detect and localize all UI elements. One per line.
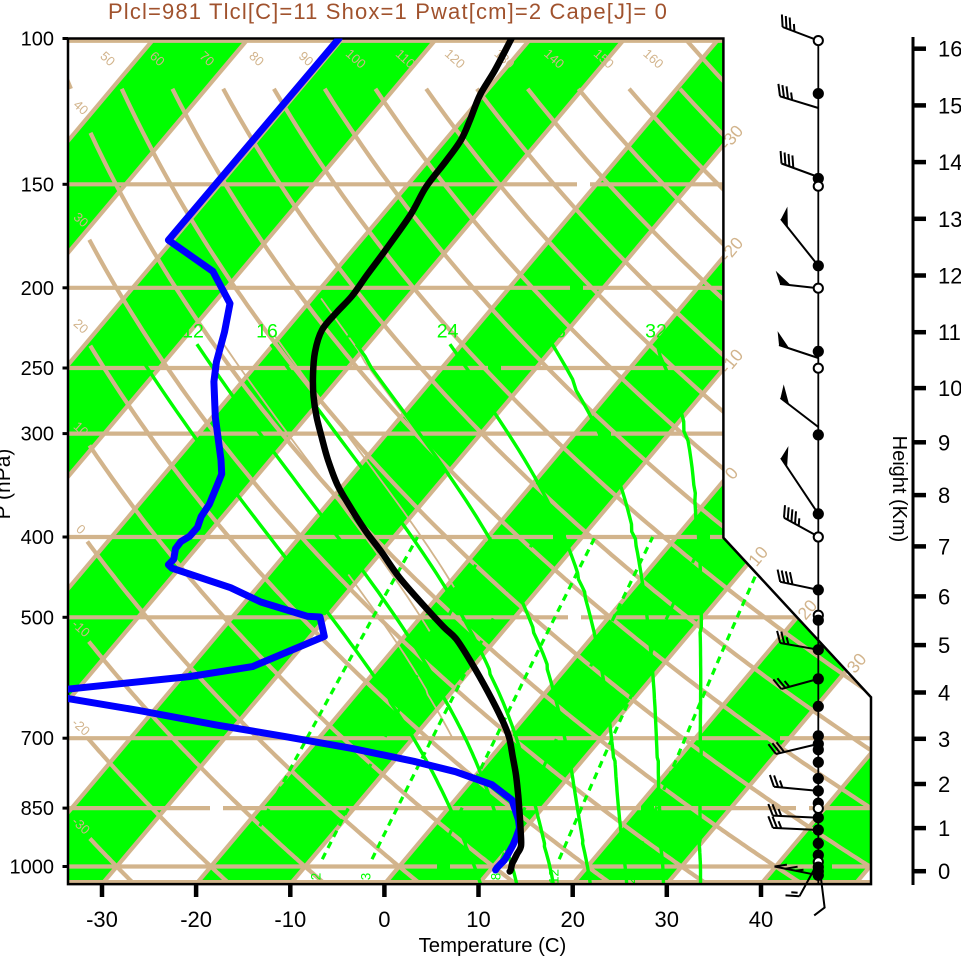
svg-text:0: 0 xyxy=(938,859,950,884)
svg-text:12: 12 xyxy=(546,869,561,884)
svg-text:1: 1 xyxy=(228,873,243,881)
svg-text:6: 6 xyxy=(938,584,950,609)
svg-text:10: 10 xyxy=(466,907,490,932)
svg-text:250: 250 xyxy=(21,358,54,380)
svg-text:16: 16 xyxy=(938,37,961,62)
svg-text:850: 850 xyxy=(21,798,54,820)
svg-text:8: 8 xyxy=(111,321,122,343)
svg-text:0: 0 xyxy=(378,907,390,932)
svg-text:14: 14 xyxy=(938,150,961,175)
svg-text:1000: 1000 xyxy=(10,857,55,879)
svg-text:5: 5 xyxy=(938,633,950,658)
svg-text:-10: -10 xyxy=(274,907,306,932)
svg-text:300: 300 xyxy=(21,424,54,446)
svg-text:-30: -30 xyxy=(86,907,118,932)
svg-text:2: 2 xyxy=(938,772,950,797)
svg-text:200: 200 xyxy=(21,278,54,300)
svg-text:400: 400 xyxy=(21,527,54,549)
svg-text:20: 20 xyxy=(560,907,584,932)
svg-text:13: 13 xyxy=(938,207,961,232)
svg-text:P (hPa): P (hPa) xyxy=(0,449,15,520)
svg-text:-20: -20 xyxy=(180,907,212,932)
svg-text:Temperature (C): Temperature (C) xyxy=(419,935,567,957)
svg-text:10: 10 xyxy=(938,376,961,401)
svg-text:20: 20 xyxy=(623,869,638,884)
svg-text:11: 11 xyxy=(938,320,961,345)
svg-text:Height (Km): Height (Km) xyxy=(888,436,910,543)
svg-text:12: 12 xyxy=(182,321,204,343)
svg-text:12: 12 xyxy=(938,264,961,289)
svg-text:8: 8 xyxy=(938,483,950,508)
svg-text:700: 700 xyxy=(21,728,54,750)
svg-text:Plcl=981 Tlcl[C]=11 Shox=1 Pwa: Plcl=981 Tlcl[C]=11 Shox=1 Pwat[cm]=2 Ca… xyxy=(108,0,668,24)
svg-text:4: 4 xyxy=(938,681,950,706)
svg-text:24: 24 xyxy=(437,321,459,343)
svg-text:15: 15 xyxy=(938,93,961,118)
svg-text:40: 40 xyxy=(749,907,773,932)
svg-text:150: 150 xyxy=(21,174,54,196)
svg-text:9: 9 xyxy=(938,430,950,455)
svg-text:2: 2 xyxy=(308,873,323,881)
svg-text:3: 3 xyxy=(358,873,373,881)
svg-text:7: 7 xyxy=(938,534,950,559)
svg-text:3: 3 xyxy=(938,727,950,752)
svg-text:100: 100 xyxy=(21,29,54,51)
svg-text:16: 16 xyxy=(256,321,278,343)
svg-text:30: 30 xyxy=(655,907,679,932)
svg-text:20: 20 xyxy=(346,321,368,343)
svg-text:28: 28 xyxy=(544,321,566,343)
svg-text:8: 8 xyxy=(488,873,503,881)
svg-text:32: 32 xyxy=(645,321,667,343)
svg-text:500: 500 xyxy=(21,607,54,629)
svg-text:1: 1 xyxy=(938,816,950,841)
svg-text:5: 5 xyxy=(424,873,439,881)
